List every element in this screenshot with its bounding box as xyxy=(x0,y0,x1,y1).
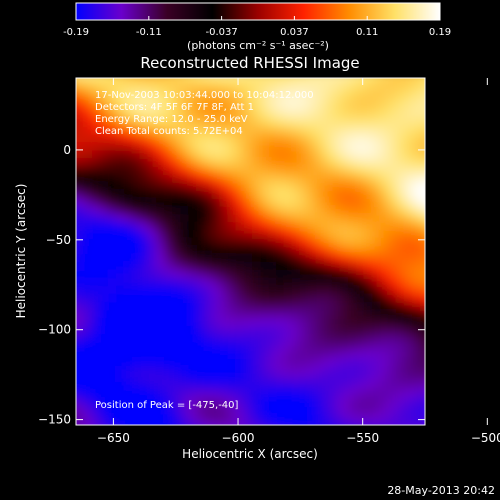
colorbar xyxy=(75,2,441,21)
colorbar-unit-label: (photons cm⁻² s⁻¹ asec⁻²) xyxy=(187,39,329,52)
colorbar-ticks: -0.19 -0.11 -0.037 0.037 0.11 0.19 xyxy=(63,16,451,38)
y-tick-label: −100 xyxy=(38,323,71,337)
colorbar-tick-label: 0.037 xyxy=(280,27,309,38)
x-tick-label: −500 xyxy=(471,431,500,445)
info-annotation-line: Clean Total counts: 5.72E+04 xyxy=(95,126,243,137)
heatmap xyxy=(76,78,425,425)
x-axis-label: Heliocentric X (arcsec) xyxy=(182,447,318,461)
x-tick-label: −650 xyxy=(97,431,130,445)
peak-position-label: Position of Peak = [-475,-40] xyxy=(95,400,239,411)
heatmap-cells xyxy=(76,78,425,425)
timestamp: 28-May-2013 20:42 xyxy=(387,484,495,497)
colorbar-tick-label: -0.037 xyxy=(205,27,237,38)
info-annotations: 17-Nov-2003 10:03:44.000 to 10:04:12.000… xyxy=(95,90,314,137)
colorbar-tick-label: -0.19 xyxy=(63,27,89,38)
info-annotation-line: 17-Nov-2003 10:03:44.000 to 10:04:12.000 xyxy=(95,90,314,101)
x-tick-label: −550 xyxy=(346,431,379,445)
x-tick-label: −600 xyxy=(222,431,255,445)
info-annotation-line: Energy Range: 12.0 - 25.0 keV xyxy=(95,114,248,125)
y-tick-label: −50 xyxy=(46,233,71,247)
colorbar-tick-label: 0.11 xyxy=(356,27,378,38)
y-tick-label: −150 xyxy=(38,413,71,427)
y-tick-label: 0 xyxy=(63,143,71,157)
axis-ticks: −650 −600 −550 −500−150−100−500 xyxy=(38,78,500,445)
plot-frame xyxy=(75,77,426,426)
colorbar-tick-label: 0.19 xyxy=(429,27,451,38)
colorbar-tick-label: -0.11 xyxy=(136,27,162,38)
info-annotation-line: Detectors: 4F 5F 6F 7F 8F, Att 1 xyxy=(95,102,254,113)
chart-title: Reconstructed RHESSI Image xyxy=(140,54,359,72)
y-axis-label: Heliocentric Y (arcsec) xyxy=(14,184,28,319)
